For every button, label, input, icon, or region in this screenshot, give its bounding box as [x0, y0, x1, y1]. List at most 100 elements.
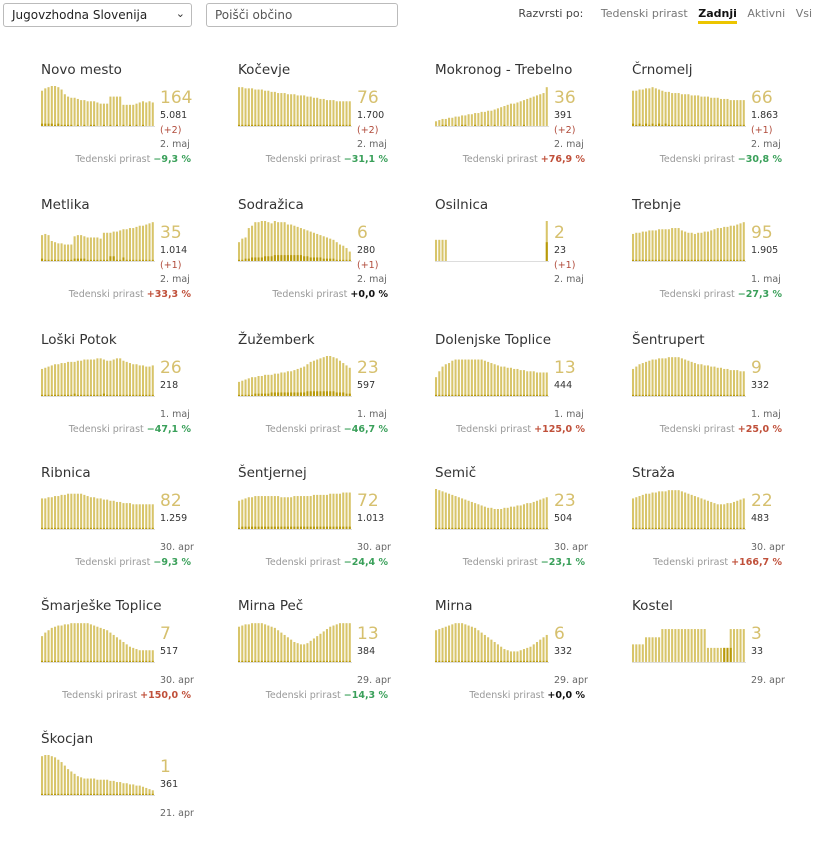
bar-new [335, 660, 338, 662]
bar-new [70, 660, 73, 662]
bar-new [545, 527, 548, 529]
bar-new [664, 527, 667, 529]
bar [739, 371, 742, 396]
total-count: 444 [554, 380, 573, 391]
bar [109, 780, 112, 795]
bar [739, 223, 742, 261]
municipality-card[interactable]: Kočevje 76 1.700 (+2) 2. maj Tedenski prirast… [238, 62, 428, 187]
bar [277, 630, 280, 662]
bar [273, 373, 276, 396]
sort-option-vsi[interactable]: Vsi [795, 7, 812, 20]
bar-new [264, 660, 267, 662]
active-count: 7 [160, 624, 171, 644]
bar [257, 496, 260, 529]
municipality-card[interactable]: Novo mesto 164 5.081 (+2) 2. maj Tedenski pri… [41, 62, 231, 187]
municipality-card[interactable]: Črnomelj 66 1.863 (+1) 2. maj Tedenski priras… [632, 62, 822, 187]
bar [716, 97, 719, 126]
bar [723, 504, 726, 529]
municipality-card[interactable]: Straža 22 483 30. apr Tedenski prirast +166,7… [632, 465, 822, 590]
active-count: 26 [160, 358, 182, 378]
municipality-card[interactable]: Sodražica 6 280 (+1) 2. maj Tedenski prirast +… [238, 197, 428, 322]
municipality-card[interactable]: Loški Potok 26 218 1. maj Tedenski prirast −4… [41, 332, 231, 457]
municipality-card[interactable]: Semič 23 504 30. apr Tedenski prirast −23,1 % [435, 465, 625, 590]
municipality-card[interactable]: Mirna 6 332 29. apr Tedenski prirast +0,0 % [435, 598, 625, 723]
municipality-card[interactable]: Kostel 3 33 29. apr [632, 598, 822, 723]
bar-new [477, 660, 480, 662]
total-count: 517 [160, 646, 179, 657]
municipality-card[interactable]: Šentjernej 72 1.013 30. apr Tedenski prirast… [238, 465, 428, 590]
bar-new [277, 660, 280, 662]
bar-new [638, 527, 641, 529]
bar-new [280, 255, 283, 261]
municipality-card[interactable]: Mirna Peč 13 384 29. apr Tedenski prirast −14… [238, 598, 428, 723]
bar-new [667, 394, 670, 396]
municipality-card[interactable]: Mokronog - Trebelno 36 391 (+2) 2. maj Tedens… [435, 62, 625, 187]
municipality-card[interactable]: Škocjan 1 361 21. apr [41, 731, 231, 856]
total-count: 391 [554, 110, 573, 121]
municipality-card[interactable]: Ribnica 82 1.259 30. apr Tedenski prirast −9,… [41, 465, 231, 590]
municipality-card[interactable]: Metlika 35 1.014 (+1) 2. maj Tedenski prirast… [41, 197, 231, 322]
bar-new [60, 660, 63, 662]
bar-new [325, 526, 328, 529]
bar-new [293, 392, 296, 396]
bar-new [277, 124, 280, 126]
weekly-growth-value: −46,7 % [343, 424, 388, 435]
bar [270, 374, 273, 396]
bar-new [244, 660, 247, 662]
bar-new [128, 793, 131, 795]
last-date: 2. maj [357, 139, 387, 150]
bar [490, 507, 493, 529]
bar [280, 372, 283, 396]
search-input[interactable] [206, 3, 398, 27]
bar [736, 224, 739, 261]
total-count: 218 [160, 380, 179, 391]
bar [251, 225, 254, 261]
bar [335, 493, 338, 529]
municipality-card[interactable]: Osilnica 2 23 (+1) 2. maj [435, 197, 625, 322]
bar-new [244, 526, 247, 529]
bar-new [296, 660, 299, 662]
sort-option-aktivni[interactable]: Aktivni [747, 7, 786, 20]
bar [480, 632, 483, 662]
region-select[interactable]: Jugovzhodna Slovenija ⌄ [3, 3, 192, 27]
bar [122, 360, 125, 396]
bar-new [441, 660, 444, 662]
bar [467, 625, 470, 662]
bar [257, 89, 260, 126]
bar [293, 94, 296, 126]
bar [690, 232, 693, 261]
bar [102, 359, 105, 396]
municipality-card[interactable]: Trebnje 95 1.905 1. maj Tedenski prirast −27,… [632, 197, 822, 322]
bar-new [260, 660, 263, 662]
bar [135, 649, 138, 662]
bar-new [260, 393, 263, 396]
municipality-card[interactable]: Šentrupert 9 332 1. maj Tedenski prirast +25,… [632, 332, 822, 457]
weekly-growth-label: Tedenski prirast [659, 289, 735, 300]
bar-new [345, 259, 348, 261]
bar [135, 364, 138, 396]
municipality-card[interactable]: Dolenjske Toplice 13 444 1. maj Tedenski pri… [435, 332, 625, 457]
municipality-card[interactable]: Šmarješke Toplice 7 517 30. apr Tedenski pri… [41, 598, 231, 723]
bar-new [89, 259, 92, 261]
bar [60, 625, 63, 662]
bar-new [264, 393, 267, 396]
bar-new [44, 660, 47, 662]
bar-new [483, 527, 486, 529]
bar-new [132, 527, 135, 529]
bar-new [270, 392, 273, 396]
bar [109, 360, 112, 396]
municipality-card[interactable]: Žužemberk 23 597 1. maj Tedenski prirast −46,… [238, 332, 428, 457]
municipality-name: Dolenjske Toplice [435, 332, 551, 348]
bar-new [641, 394, 644, 396]
bar-new [303, 660, 306, 662]
bar [697, 232, 700, 261]
sort-option-tedenski-prirast[interactable]: Tedenski prirast [600, 7, 688, 20]
bar [267, 90, 270, 126]
bar-new [76, 527, 79, 529]
bar-new [500, 394, 503, 396]
bar-new [342, 259, 345, 261]
sort-option-zadnji[interactable]: Zadnji [698, 7, 737, 24]
bar-new [674, 394, 677, 396]
bar-new [706, 527, 709, 529]
bar [441, 491, 444, 529]
